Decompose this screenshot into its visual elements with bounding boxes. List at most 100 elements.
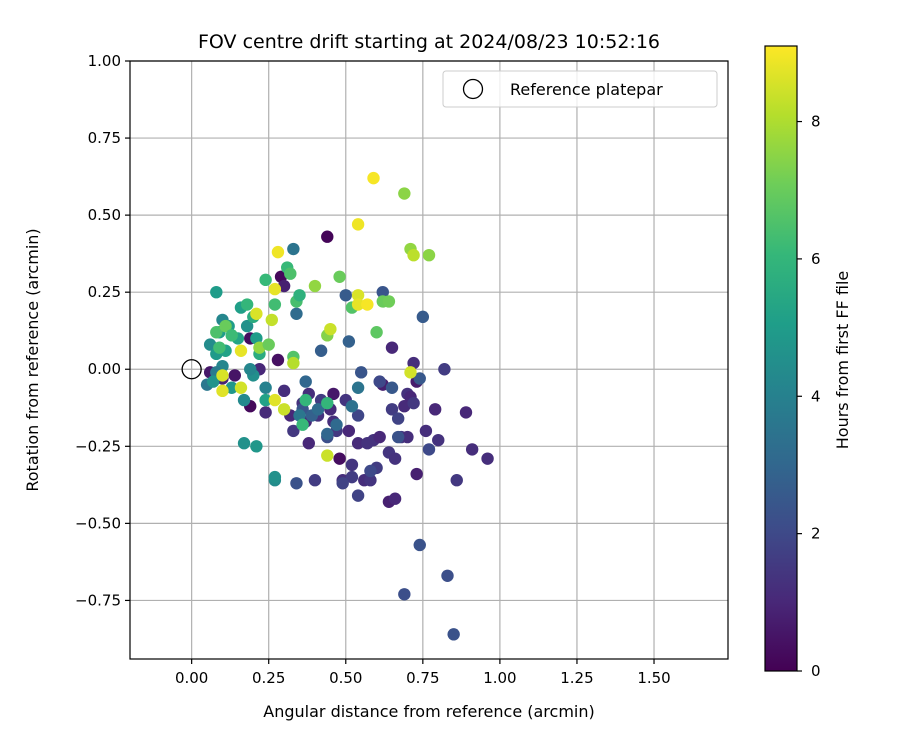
scatter-point	[237, 437, 251, 450]
reference-marker	[181, 359, 202, 380]
scatter-point	[308, 279, 322, 293]
scatter-point	[225, 329, 238, 342]
scatter-point	[277, 403, 291, 416]
scatter-point	[240, 298, 254, 311]
scatter-point	[268, 298, 282, 311]
scatter-point	[290, 477, 303, 490]
scatter-point	[210, 326, 223, 339]
y-tick-label: 0.50	[88, 206, 121, 224]
scatter-point	[407, 396, 420, 410]
scatter-point	[419, 424, 433, 438]
scatter-point	[342, 424, 356, 438]
scatter-point	[391, 412, 405, 425]
scatter-point	[228, 369, 242, 382]
x-axis-label: Angular distance from reference (arcmin)	[263, 702, 594, 721]
scatter-point	[465, 443, 479, 456]
scatter-point	[342, 335, 356, 348]
scatter-point	[259, 273, 272, 287]
scatter-point	[299, 393, 312, 407]
chart-title: FOV centre drift starting at 2024/08/23 …	[198, 31, 660, 53]
scatter-point	[268, 282, 282, 296]
scatter-point	[401, 430, 414, 444]
scatter-point	[250, 440, 263, 453]
legend: Reference platepar	[442, 70, 718, 108]
colorbar-tick-label: 2	[811, 525, 821, 543]
scatter-point	[237, 393, 251, 407]
scatter-point	[314, 344, 328, 357]
scatter-point	[330, 418, 343, 431]
scatter-point	[416, 310, 430, 324]
scatter-point	[447, 628, 460, 641]
scatter-point	[333, 452, 346, 465]
scatter-point	[382, 295, 396, 308]
scatter-point	[259, 406, 272, 419]
scatter-point	[216, 369, 229, 382]
scatter-point	[268, 393, 282, 407]
scatter-point	[351, 409, 365, 422]
colorbar-ticks: 0 2 4 6 8	[797, 113, 821, 680]
scatter-point	[376, 285, 389, 299]
scatter-point	[268, 470, 282, 484]
scatter-point	[287, 424, 300, 438]
x-tick-label: 0.25	[252, 669, 285, 687]
scatter-point	[219, 319, 232, 333]
y-tick-label: −0.75	[75, 591, 121, 609]
scatter-point	[413, 538, 426, 552]
scatter-point	[410, 467, 423, 481]
scatter-point	[210, 285, 223, 299]
scatter-point	[345, 470, 359, 484]
scatter-point	[351, 489, 365, 502]
y-tick-label: 0.75	[88, 129, 121, 147]
scatter-point	[438, 363, 451, 376]
scatter-point	[388, 452, 402, 465]
scatter-point	[311, 403, 325, 416]
scatter-point	[364, 474, 377, 487]
scatter-point	[207, 375, 220, 388]
grid	[130, 60, 728, 659]
scatter-point	[481, 452, 494, 465]
x-tick-label: 0.75	[406, 669, 439, 687]
y-tick-label: 0.25	[88, 283, 121, 301]
scatter-point	[361, 298, 374, 311]
scatter-point	[422, 443, 436, 456]
colorbar-tick-label: 4	[811, 387, 821, 405]
scatter-point	[290, 307, 303, 320]
scatter-point	[213, 341, 226, 354]
y-axis-ticks: −0.75 −0.50 −0.25 0.00 0.25 0.50 0.75 1.00	[75, 52, 130, 609]
scatter-point	[398, 588, 411, 601]
scatter-point	[296, 418, 309, 431]
scatter-point	[321, 396, 334, 410]
scatter-point	[373, 430, 386, 444]
y-axis-label: Rotation from reference (arcmin)	[23, 228, 42, 491]
scatter-point	[321, 427, 334, 441]
scatter-point	[277, 384, 291, 398]
scatter-point	[373, 375, 386, 388]
scatter-point	[321, 449, 334, 462]
colorbar-frame	[764, 45, 798, 672]
scatter-point	[345, 458, 359, 472]
scatter-point	[351, 437, 365, 450]
scatter-point	[398, 187, 411, 200]
scatter-point	[428, 403, 442, 416]
scatter-point	[287, 356, 300, 370]
scatter-point	[250, 307, 263, 320]
x-tick-label: 1.25	[560, 669, 593, 687]
scatter-point	[321, 230, 334, 243]
x-axis-ticks: 0.00 0.25 0.50 0.75 1.00 1.25 1.50	[175, 659, 671, 687]
scatter-point	[345, 400, 359, 413]
scatter-point	[391, 430, 405, 444]
x-tick-label: 1.50	[637, 669, 670, 687]
scatter-point	[459, 406, 473, 419]
scatter-point	[234, 344, 248, 357]
scatter-point	[259, 393, 272, 407]
colorbar: 0 2 4 6 8 Hours from first FF file	[764, 45, 852, 680]
scatter-point	[240, 319, 254, 333]
scatter-point	[284, 267, 297, 280]
scatter-point	[302, 437, 315, 450]
legend-circle-icon	[462, 78, 484, 100]
legend-entry: Reference platepar	[510, 80, 663, 99]
scatter-point	[262, 338, 275, 351]
plot-frame	[129, 60, 729, 660]
scatter-point	[413, 372, 426, 385]
colorbar-gradient	[765, 46, 797, 671]
